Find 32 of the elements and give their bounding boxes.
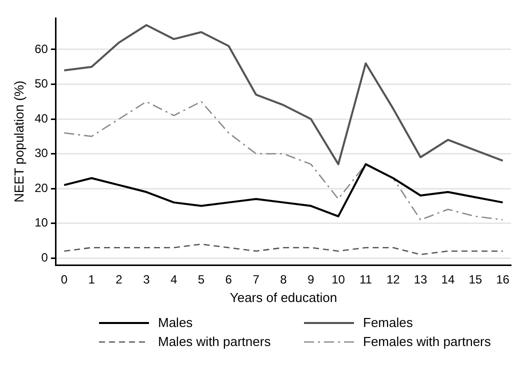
y-tick-label: 50 [34, 76, 48, 91]
y-axis-title: NEET population (%) [11, 80, 26, 203]
legend-label: Females with partners [363, 334, 491, 349]
x-tick-label: 8 [280, 272, 288, 287]
legend-label: Males [158, 315, 193, 330]
x-tick-label: 10 [332, 272, 346, 287]
x-axis-title: Years of education [230, 290, 338, 305]
x-tick-label: 5 [198, 272, 205, 287]
x-tick-label: 15 [468, 272, 482, 287]
line-series [64, 243, 504, 256]
legend-label: Males with partners [158, 334, 271, 349]
y-tick-label: 10 [34, 216, 48, 230]
x-tick-label: 3 [143, 272, 150, 287]
legend-label: Females [363, 315, 413, 330]
line-series [64, 100, 504, 220]
x-tick-label: 0 [60, 272, 68, 287]
y-tick-label: 0 [41, 250, 48, 264]
y-tick-label: 20 [34, 180, 48, 195]
x-tick-label: 13 [414, 272, 428, 287]
x-tick-label: 7 [252, 272, 260, 287]
y-tick-label: 40 [34, 111, 48, 126]
x-tick-label: 1 [88, 272, 96, 287]
y-tick-label: 60 [34, 42, 48, 56]
x-tick-label: 11 [359, 272, 372, 287]
x-tick-label: 14 [441, 272, 455, 287]
x-tick-label: 2 [116, 272, 123, 287]
x-tick-label: 9 [308, 272, 315, 287]
x-tick-label: 12 [386, 272, 400, 287]
x-tick-label: 6 [225, 272, 232, 287]
y-tick-label: 30 [34, 146, 48, 160]
x-tick-label: 16 [496, 272, 510, 287]
x-tick-label: 4 [170, 272, 178, 287]
